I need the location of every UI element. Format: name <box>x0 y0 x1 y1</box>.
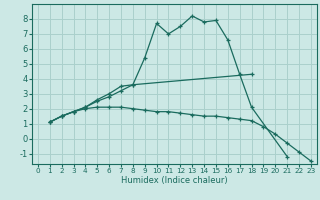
X-axis label: Humidex (Indice chaleur): Humidex (Indice chaleur) <box>121 176 228 185</box>
